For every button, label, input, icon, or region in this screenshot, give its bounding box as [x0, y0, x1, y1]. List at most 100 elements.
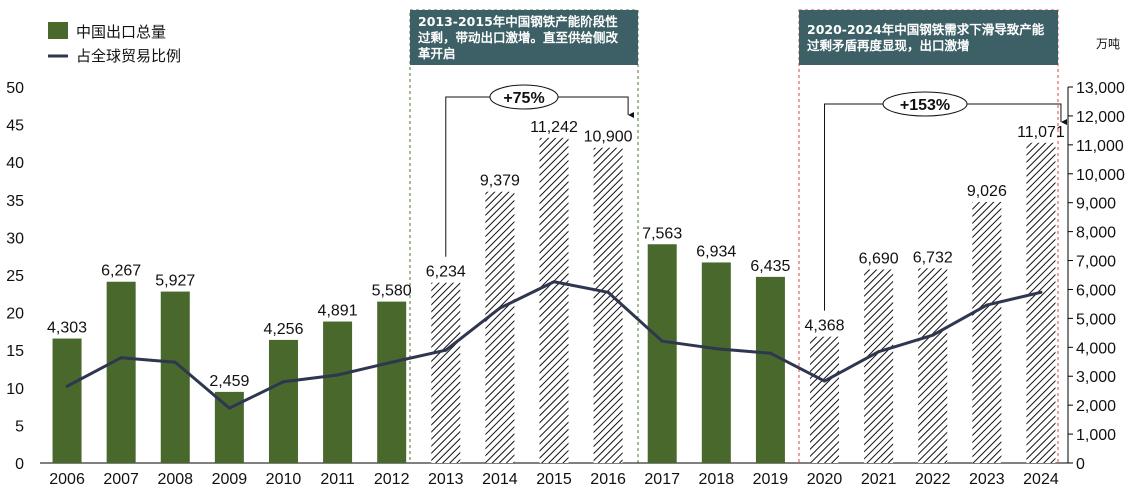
x-tick-label: 2021 — [861, 471, 897, 488]
bar-2017 — [647, 244, 677, 463]
left-tick-label: 40 — [6, 155, 24, 172]
left-tick-label: 50 — [6, 80, 24, 97]
right-tick-label: 9,000 — [1076, 196, 1116, 213]
right-tick-label: 5,000 — [1076, 311, 1116, 328]
bar-label-2021: 6,690 — [859, 251, 899, 268]
bar-label-2020: 4,368 — [805, 318, 845, 335]
bar-2007 — [106, 281, 136, 463]
bar-label-2015: 11,242 — [530, 119, 578, 136]
share-point-2022 — [931, 333, 935, 337]
share-point-2017 — [660, 339, 664, 343]
share-point-2006 — [65, 384, 69, 388]
bar-2020 — [810, 336, 840, 463]
x-tick-label: 2011 — [320, 471, 355, 488]
left-tick-label: 10 — [6, 381, 24, 398]
bar-2013 — [431, 282, 461, 463]
bar-label-2024: 11,071 — [1017, 124, 1065, 141]
growth-2013-2016-ellipse — [489, 84, 559, 110]
share-point-2010 — [281, 380, 285, 384]
share-point-2009 — [227, 406, 231, 410]
annotation-header-1: 2013-2015年中国钢铁产能阶段性过剩，带动出口激增。直至供给侧改革开启 — [410, 10, 638, 65]
bar-2022 — [918, 268, 948, 463]
bar-label-2007: 6,267 — [101, 263, 141, 280]
right-tick-label: 11,000 — [1076, 138, 1124, 155]
x-tick-label: 2022 — [915, 471, 951, 488]
share-point-2014 — [498, 306, 502, 310]
share-point-2007 — [119, 356, 123, 360]
bar-label-2011: 4,891 — [318, 303, 358, 320]
bar-2006 — [52, 338, 82, 463]
bar-2011 — [323, 321, 353, 463]
right-tick-label: 3,000 — [1076, 369, 1116, 386]
left-tick-label: 25 — [6, 268, 24, 285]
legend-line-label: 占全球贸易比例 — [76, 47, 181, 65]
x-tick-label: 2014 — [482, 471, 518, 488]
bar-2023 — [972, 201, 1002, 463]
share-point-2011 — [336, 373, 340, 377]
left-tick-label: 20 — [6, 306, 24, 323]
right-tick-label: 1,000 — [1076, 427, 1116, 444]
share-point-2020 — [823, 379, 827, 383]
share-point-2013 — [444, 348, 448, 352]
left-tick-label: 0 — [15, 456, 24, 473]
right-tick-label: 7,000 — [1076, 254, 1116, 271]
x-tick-label: 2012 — [374, 471, 410, 488]
bar-label-2023: 9,026 — [967, 183, 1007, 200]
x-tick-label: 2008 — [157, 471, 193, 488]
x-tick-label: 2010 — [266, 471, 302, 488]
bar-label-2018: 6,934 — [696, 243, 736, 260]
bar-2008 — [160, 291, 190, 463]
bar-2010 — [268, 339, 298, 463]
bar-label-2019: 6,435 — [750, 258, 790, 275]
share-point-2012 — [390, 360, 394, 364]
bar-2021 — [864, 269, 894, 463]
bar-2019 — [755, 276, 785, 463]
x-tick-label: 2018 — [699, 471, 735, 488]
right-tick-label: 13,000 — [1076, 80, 1125, 97]
x-tick-label: 2015 — [536, 471, 572, 488]
right-tick-label: 8,000 — [1076, 225, 1116, 242]
bar-label-2009: 2,459 — [209, 373, 249, 390]
right-axis-unit: 万吨 — [1096, 37, 1120, 51]
bar-2014 — [485, 191, 515, 463]
x-tick-label: 2019 — [753, 471, 789, 488]
bar-label-2014: 9,379 — [480, 173, 520, 190]
left-tick-label: 5 — [15, 418, 24, 435]
share-point-2021 — [877, 350, 881, 354]
growth-2020-2024-ellipse — [882, 91, 968, 117]
left-tick-label: 45 — [6, 118, 24, 135]
bar-2024 — [1026, 142, 1056, 464]
share-point-2018 — [714, 347, 718, 351]
legend-bar-label: 中国出口总量 — [76, 24, 166, 41]
bar-label-2010: 4,256 — [263, 321, 303, 338]
x-tick-label: 2016 — [590, 471, 626, 488]
growth-2013-2016-label: +75% — [503, 90, 544, 107]
bar-2012 — [377, 301, 407, 463]
x-tick-label: 2023 — [969, 471, 1005, 488]
bar-label-2012: 5,580 — [372, 283, 412, 300]
bar-label-2016: 10,900 — [584, 129, 633, 146]
right-tick-label: 6,000 — [1076, 282, 1116, 299]
x-tick-label: 2007 — [103, 471, 139, 488]
bar-label-2013: 6,234 — [426, 264, 466, 281]
x-tick-label: 2020 — [807, 471, 843, 488]
x-tick-label: 2006 — [49, 471, 85, 488]
share-point-2024 — [1039, 290, 1043, 294]
bar-label-2022: 6,732 — [913, 249, 953, 266]
share-point-2019 — [768, 351, 772, 355]
x-tick-label: 2013 — [428, 471, 464, 488]
left-tick-label: 15 — [6, 343, 24, 360]
right-tick-label: 2,000 — [1076, 398, 1116, 415]
share-point-2016 — [606, 290, 610, 294]
left-tick-label: 30 — [6, 230, 24, 247]
right-tick-label: 0 — [1076, 456, 1085, 473]
share-point-2023 — [985, 303, 989, 307]
bar-2016 — [593, 147, 623, 463]
bar-label-2006: 4,303 — [47, 320, 87, 337]
growth-2020-2024-label: +153% — [900, 97, 950, 114]
share-point-2008 — [173, 360, 177, 364]
x-tick-label: 2024 — [1023, 471, 1059, 488]
bar-label-2008: 5,927 — [155, 273, 195, 290]
